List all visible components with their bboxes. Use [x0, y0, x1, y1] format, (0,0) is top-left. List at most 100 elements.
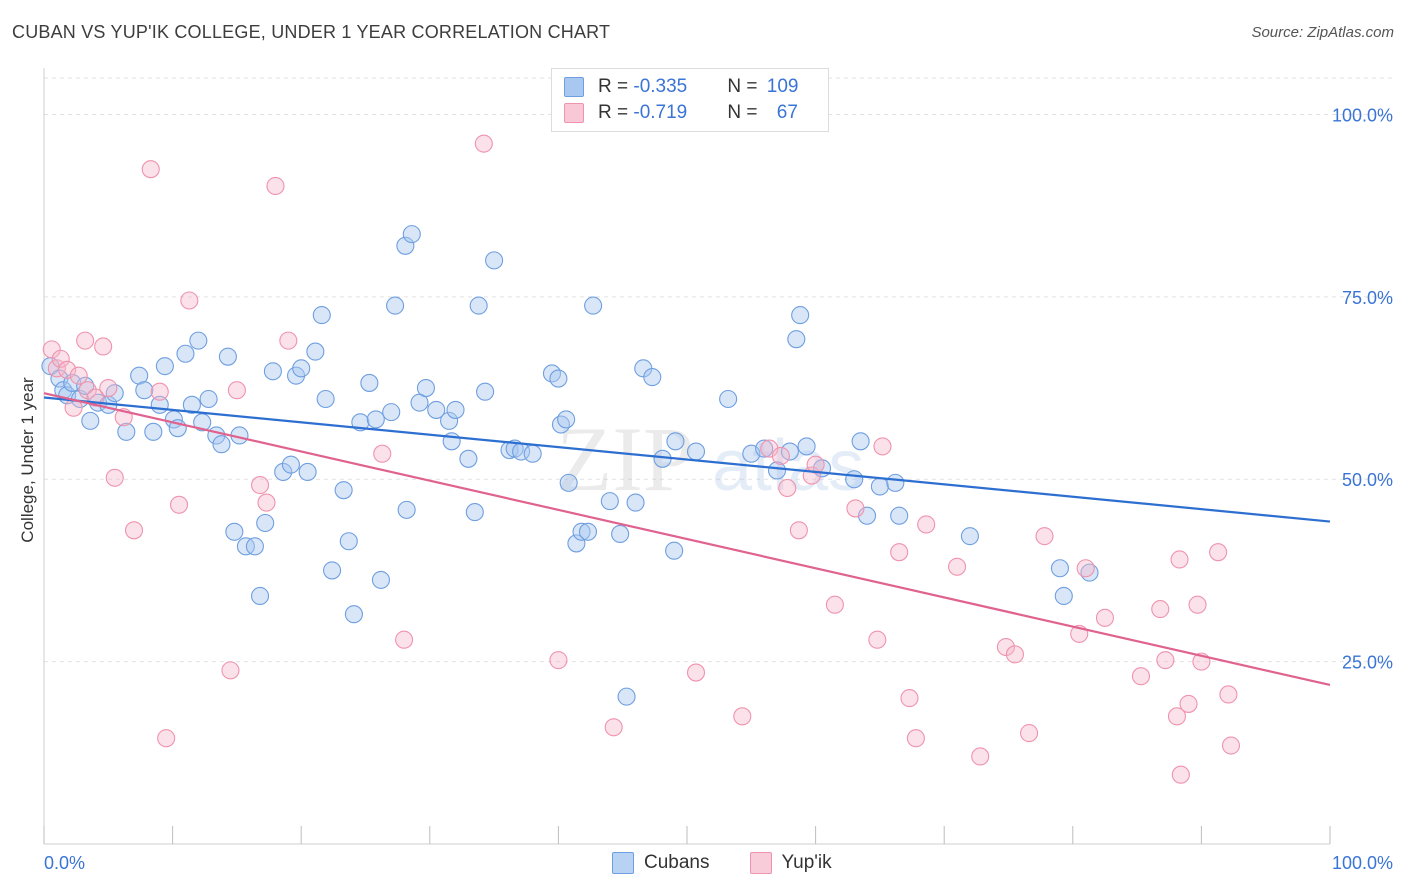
cubans-point: [665, 541, 684, 560]
legend-r-value: -0.335: [633, 76, 688, 97]
cubans-point: [334, 481, 353, 500]
yupik-point: [1170, 550, 1189, 569]
legend-n-value: 109: [766, 76, 799, 97]
cubans-point: [360, 373, 379, 392]
yupik-point: [778, 478, 797, 498]
cubans-point: [274, 462, 293, 481]
legend-r-label: R =: [598, 76, 634, 97]
yupik-point: [733, 707, 752, 726]
yupik-point: [180, 291, 199, 310]
cubans-point: [382, 403, 401, 422]
cubans-point: [199, 389, 218, 409]
yupik-point: [99, 378, 118, 398]
y-tick-label: 75.0%: [1342, 288, 1393, 308]
yupik-point: [157, 729, 176, 748]
yupik-point: [105, 468, 124, 487]
cubans-point: [1054, 586, 1073, 606]
yupik-point: [1076, 559, 1095, 578]
yupik-point: [1151, 600, 1170, 619]
yupik-point: [906, 729, 925, 748]
cubans-point: [767, 461, 787, 480]
yupik-point: [760, 439, 779, 458]
cubans-point: [719, 389, 738, 409]
bottom-legend-yupik[interactable]: Yup'ik: [749, 852, 832, 874]
yupik-point: [1167, 707, 1187, 726]
cubans-point: [182, 395, 201, 414]
cubans-point: [469, 296, 488, 315]
cubans-point: [416, 378, 435, 398]
cubans-point: [626, 493, 645, 512]
cubans-point: [144, 422, 163, 441]
yupik-point: [806, 455, 825, 474]
cubans-point: [316, 389, 335, 409]
yupik-point: [395, 630, 414, 649]
yupik-trend-line: [43, 392, 1331, 687]
yupik-point: [873, 437, 892, 456]
legend-box: R = -0.335 N = 109 R = -0.719 N = 67: [551, 68, 829, 132]
legend-swatch-yupik: [749, 852, 772, 874]
yupik-point: [42, 340, 61, 359]
legend-r-label: R =: [598, 102, 634, 123]
x-tick-label: 0.0%: [44, 853, 85, 873]
cubans-point: [686, 442, 706, 461]
cubans-point: [306, 342, 325, 361]
yupik-point: [1188, 595, 1207, 614]
y-tick-label: 25.0%: [1342, 653, 1393, 673]
cubans-point: [135, 381, 154, 400]
cubans-point: [578, 522, 598, 541]
cubans-point: [402, 225, 421, 244]
cubans-point: [459, 449, 478, 468]
cubans-point: [371, 570, 390, 589]
cubans-point: [218, 347, 237, 366]
cubans-point: [797, 437, 816, 456]
cubans-point: [523, 444, 542, 463]
bottom-legend-cubans[interactable]: Cubans: [612, 852, 710, 874]
cubans-point: [960, 527, 979, 546]
series-cubans: [41, 225, 1099, 706]
cubans-point: [476, 382, 495, 401]
cubans-point: [1050, 559, 1069, 578]
cubans-point: [584, 296, 603, 315]
y-tick-label: 50.0%: [1342, 470, 1393, 490]
cubans-point: [366, 410, 385, 429]
yupik-point: [250, 476, 270, 495]
cubans-point: [549, 369, 568, 388]
cubans-point: [396, 236, 415, 255]
cubans-point: [189, 331, 208, 350]
cubans-point: [323, 561, 342, 580]
cubans-point: [440, 411, 459, 430]
cubans-point: [557, 410, 576, 429]
source-label: Source: ZipAtlas.com: [1251, 24, 1394, 41]
cubans-point: [851, 432, 870, 451]
watermark-atlas: atlas: [712, 426, 864, 506]
cubans-point: [176, 344, 195, 363]
cubans-point: [397, 500, 416, 519]
x-tick-label: 100.0%: [1332, 853, 1393, 873]
yupik-point: [58, 360, 77, 379]
yupik-point: [868, 630, 887, 649]
legend-n-value: 67: [776, 102, 798, 123]
yupik-point: [1209, 543, 1228, 562]
cubans-point: [427, 400, 446, 419]
cubans-point: [791, 306, 810, 325]
cubans-point: [298, 462, 317, 481]
cubans-point: [857, 506, 877, 525]
cubans-point: [81, 411, 100, 430]
yupik-point: [1221, 736, 1241, 755]
yupik-point: [1035, 527, 1054, 546]
yupik-point: [917, 515, 936, 534]
yupik-point: [221, 661, 240, 680]
legend-r-value: -0.719: [633, 102, 688, 123]
yupik-point: [124, 521, 144, 540]
yupik-point: [169, 495, 189, 514]
yupik-point: [1156, 651, 1175, 670]
chart-title: CUBAN VS YUP'IK COLLEGE, UNDER 1 YEAR CO…: [12, 22, 611, 42]
yupik-point: [771, 446, 790, 465]
yupik-point: [846, 499, 865, 518]
cubans-point: [292, 359, 311, 378]
y-tick-label: 100.0%: [1332, 105, 1393, 125]
yupik-point: [686, 663, 706, 682]
cubans-point: [250, 586, 270, 606]
yupik-point: [474, 134, 493, 153]
